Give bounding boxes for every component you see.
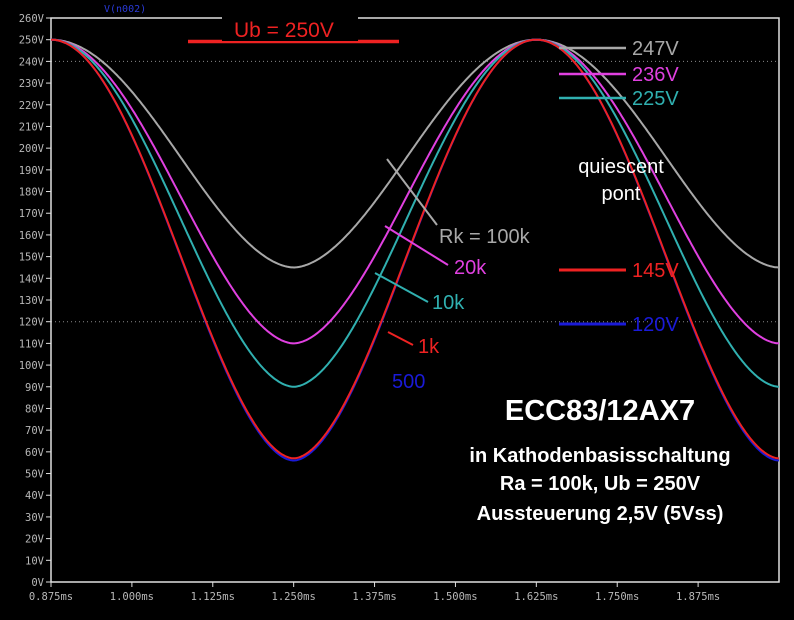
y-tick-label: 0V	[31, 577, 44, 589]
label-rk100k: Rk = 100k	[439, 226, 531, 248]
y-tick-label: 20V	[25, 534, 45, 546]
legend-label: 247V	[632, 38, 679, 60]
series-line-rk100k	[51, 38, 780, 269]
x-tick-label: 1.625ms	[514, 591, 558, 603]
y-tick-label: 50V	[25, 469, 45, 481]
grid-lines	[51, 60, 779, 323]
x-tick-label: 1.250ms	[272, 591, 316, 603]
leader-rk100k	[386, 158, 438, 226]
series-layer	[51, 38, 780, 462]
x-tick-label: 1.000ms	[110, 591, 154, 603]
y-tick-label: 110V	[19, 338, 45, 350]
supply-label: Ub = 250V	[234, 19, 334, 42]
leader-10k	[374, 272, 429, 303]
y-tick-label: 240V	[19, 56, 45, 68]
subtitle-line1: in Kathodenbasisschaltung	[469, 445, 730, 467]
series-line-20k	[51, 38, 780, 345]
label-20k: 20k	[454, 257, 487, 279]
x-tick-label: 1.125ms	[191, 591, 235, 603]
x-tick-label: 0.875ms	[29, 591, 73, 603]
label-10k: 10k	[432, 292, 465, 314]
y-tick-label: 170V	[19, 208, 45, 220]
supply-label-bg	[222, 17, 358, 41]
y-tick-label: 30V	[25, 512, 45, 524]
y-tick-label: 140V	[19, 273, 45, 285]
y-tick-label: 120V	[19, 317, 45, 329]
legend-title-line2: pont	[602, 183, 641, 205]
y-tick-label: 130V	[19, 295, 45, 307]
x-tick-label: 1.500ms	[433, 591, 477, 603]
label-500: 500	[392, 371, 425, 393]
series-line-10k	[51, 38, 780, 388]
series-line-1k	[51, 38, 780, 460]
legend-title-line1: quiescent	[578, 156, 664, 178]
y-tick-label: 210V	[19, 121, 45, 133]
y-tick-label: 10V	[25, 555, 45, 567]
legend-label: 236V	[632, 64, 679, 86]
legend-label: 145V	[632, 260, 679, 282]
y-tick-label: 180V	[19, 187, 45, 199]
series-labels: Rk = 100k 20k 10k 1k 500	[374, 158, 531, 393]
y-tick-label: 190V	[19, 165, 45, 177]
x-tick-label: 1.375ms	[352, 591, 396, 603]
x-tick-label: 1.875ms	[676, 591, 720, 603]
subtitle-line3: Aussteuerung 2,5V (5Vss)	[477, 503, 724, 525]
leader-20k	[384, 225, 449, 266]
leader-1k	[387, 331, 414, 346]
x-tick-label: 1.750ms	[595, 591, 639, 603]
axes: 0V 10V 20V 30V 40V 50V 60V 70V 80V 90V 100V 110V 120…	[19, 13, 780, 603]
y-tick-label: 220V	[19, 100, 45, 112]
y-tick-label: 70V	[25, 425, 45, 437]
legend-label: 120V	[632, 314, 679, 336]
subtitle-line2: Ra = 100k, Ub = 250V	[500, 473, 701, 495]
y-tick-label: 90V	[25, 382, 45, 394]
label-1k: 1k	[418, 336, 440, 358]
y-tick-label: 250V	[19, 35, 45, 47]
chart-title: ECC83/12AX7	[505, 395, 695, 427]
trace-name-label[interactable]: V(n002)	[104, 4, 146, 15]
y-tick-label: 230V	[19, 78, 45, 90]
y-tick-label: 160V	[19, 230, 45, 242]
y-tick-label: 60V	[25, 447, 45, 459]
y-tick-label: 100V	[19, 360, 45, 372]
y-tick-label: 40V	[25, 490, 45, 502]
y-tick-label: 200V	[19, 143, 45, 155]
y-tick-label: 260V	[19, 13, 45, 25]
y-tick-label: 80V	[25, 403, 45, 415]
y-tick-label: 150V	[19, 252, 45, 264]
legend-label: 225V	[632, 88, 679, 110]
